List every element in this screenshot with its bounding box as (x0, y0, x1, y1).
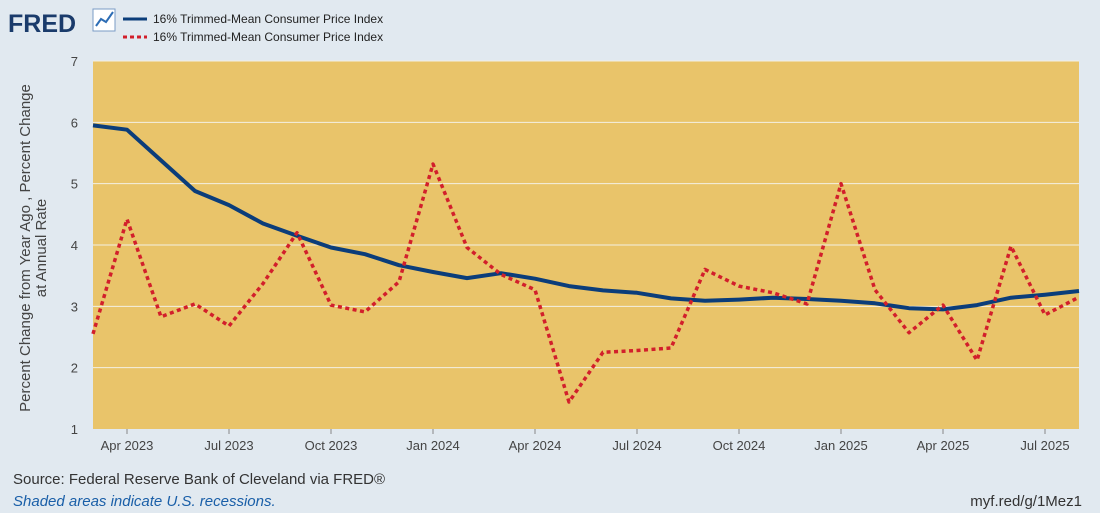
y-axis-title: Percent Change from Year Ago , Percent C… (17, 84, 50, 412)
y-tick-label: 5 (71, 177, 78, 192)
data-point-series-1[interactable] (1009, 244, 1013, 248)
data-point-series-0[interactable] (1043, 293, 1047, 297)
data-point-series-0[interactable] (975, 303, 979, 307)
legend-item-dotted[interactable]: 16% Trimmed-Mean Consumer Price Index (123, 30, 383, 44)
data-point-series-1[interactable] (873, 288, 877, 292)
legend-item-solid[interactable]: 16% Trimmed-Mean Consumer Price Index (123, 12, 383, 26)
data-point-series-0[interactable] (635, 291, 639, 295)
fred-logo-text: FRED (8, 10, 76, 38)
data-point-series-1[interactable] (737, 284, 741, 288)
data-point-series-1[interactable] (839, 182, 843, 186)
data-point-series-1[interactable] (261, 282, 265, 286)
fred-graph-icon (92, 8, 116, 32)
data-point-series-0[interactable] (159, 158, 163, 162)
short-url[interactable]: myf.red/g/1Mez1 (970, 493, 1082, 510)
data-point-series-1[interactable] (669, 346, 673, 350)
y-tick-label: 1 (71, 422, 78, 437)
data-point-series-0[interactable] (193, 189, 197, 193)
data-point-series-1[interactable] (567, 400, 571, 404)
data-point-series-1[interactable] (295, 231, 299, 235)
data-point-series-1[interactable] (941, 303, 945, 307)
data-point-series-0[interactable] (771, 296, 775, 300)
y-tick-label: 2 (71, 361, 78, 376)
data-point-series-1[interactable] (771, 291, 775, 295)
data-point-series-1[interactable] (227, 324, 231, 328)
grid-lines (93, 60, 1079, 369)
series-line-dotted[interactable] (91, 162, 1080, 404)
data-point-series-1[interactable] (397, 280, 401, 284)
data-point-series-1[interactable] (1077, 295, 1081, 299)
x-tick-label: Apr 2025 (917, 438, 970, 453)
data-point-series-1[interactable] (533, 288, 537, 292)
data-point-series-0[interactable] (737, 298, 741, 302)
data-point-series-1[interactable] (363, 310, 367, 314)
data-point-series-1[interactable] (431, 162, 435, 166)
data-point-series-0[interactable] (1077, 289, 1081, 293)
data-point-series-0[interactable] (397, 263, 401, 267)
data-point-series-0[interactable] (873, 301, 877, 305)
data-point-series-0[interactable] (363, 252, 367, 256)
fred-logo[interactable]: FRED (8, 8, 116, 38)
x-tick-label: Apr 2023 (101, 438, 154, 453)
x-tick-label: Jan 2025 (814, 438, 868, 453)
x-axis-ticks: Apr 2023 Jul 2023 Oct 2023 Jan 2024 Apr 2024… (101, 429, 1070, 453)
x-tick-label: Jan 2024 (406, 438, 460, 453)
data-point-series-1[interactable] (703, 268, 707, 272)
data-point-series-0[interactable] (703, 299, 707, 303)
data-point-series-1[interactable] (329, 303, 333, 307)
source-note: Source: Federal Reserve Bank of Clevelan… (13, 471, 385, 488)
x-tick-label: Jul 2023 (204, 438, 253, 453)
data-point-series-0[interactable] (601, 288, 605, 292)
data-point-series-1[interactable] (975, 358, 979, 362)
series-layer (91, 123, 1081, 404)
data-point-series-1[interactable] (635, 348, 639, 352)
recession-note[interactable]: Shaded areas indicate U.S. recessions. (13, 493, 276, 510)
data-point-series-0[interactable] (1009, 296, 1013, 300)
data-point-series-1[interactable] (805, 302, 809, 306)
y-tick-label: 3 (71, 299, 78, 314)
x-tick-label: Oct 2024 (713, 438, 766, 453)
data-point-series-1[interactable] (1043, 313, 1047, 317)
data-point-series-0[interactable] (533, 277, 537, 281)
data-point-series-0[interactable] (261, 222, 265, 226)
legend: 16% Trimmed-Mean Consumer Price Index 16… (123, 12, 383, 44)
x-tick-label: Oct 2023 (305, 438, 358, 453)
data-point-series-1[interactable] (91, 332, 95, 336)
data-point-series-1[interactable] (499, 272, 503, 276)
data-point-series-1[interactable] (125, 217, 129, 221)
legend-solid-label: 16% Trimmed-Mean Consumer Price Index (153, 12, 383, 26)
x-tick-label: Jul 2025 (1020, 438, 1069, 453)
x-tick-label: Jul 2024 (612, 438, 661, 453)
data-point-series-0[interactable] (465, 276, 469, 280)
data-point-series-1[interactable] (193, 302, 197, 306)
data-point-series-0[interactable] (227, 203, 231, 207)
data-point-series-0[interactable] (839, 299, 843, 303)
series-line-solid[interactable] (92, 123, 1080, 312)
data-point-series-0[interactable] (431, 270, 435, 274)
y-axis-title-line-1: Percent Change from Year Ago , Percent C… (17, 84, 34, 412)
y-axis-title-line-2: at Annual Rate (33, 199, 50, 297)
data-point-series-1[interactable] (601, 350, 605, 354)
y-tick-label: 4 (71, 238, 78, 253)
legend-dotted-label: 16% Trimmed-Mean Consumer Price Index (153, 30, 383, 44)
data-point-series-0[interactable] (907, 306, 911, 310)
data-point-series-0[interactable] (329, 245, 333, 249)
x-tick-label: Apr 2024 (509, 438, 562, 453)
y-tick-label: 6 (71, 115, 78, 130)
data-point-series-0[interactable] (125, 128, 129, 132)
data-point-series-1[interactable] (159, 315, 163, 319)
data-point-series-0[interactable] (567, 284, 571, 288)
y-axis-ticks: 1 2 3 4 5 6 7 (71, 54, 78, 437)
data-point-series-1[interactable] (907, 331, 911, 335)
y-tick-label: 7 (71, 54, 78, 69)
data-point-series-0[interactable] (91, 123, 95, 127)
data-point-series-0[interactable] (669, 296, 673, 300)
data-point-series-1[interactable] (465, 245, 469, 249)
